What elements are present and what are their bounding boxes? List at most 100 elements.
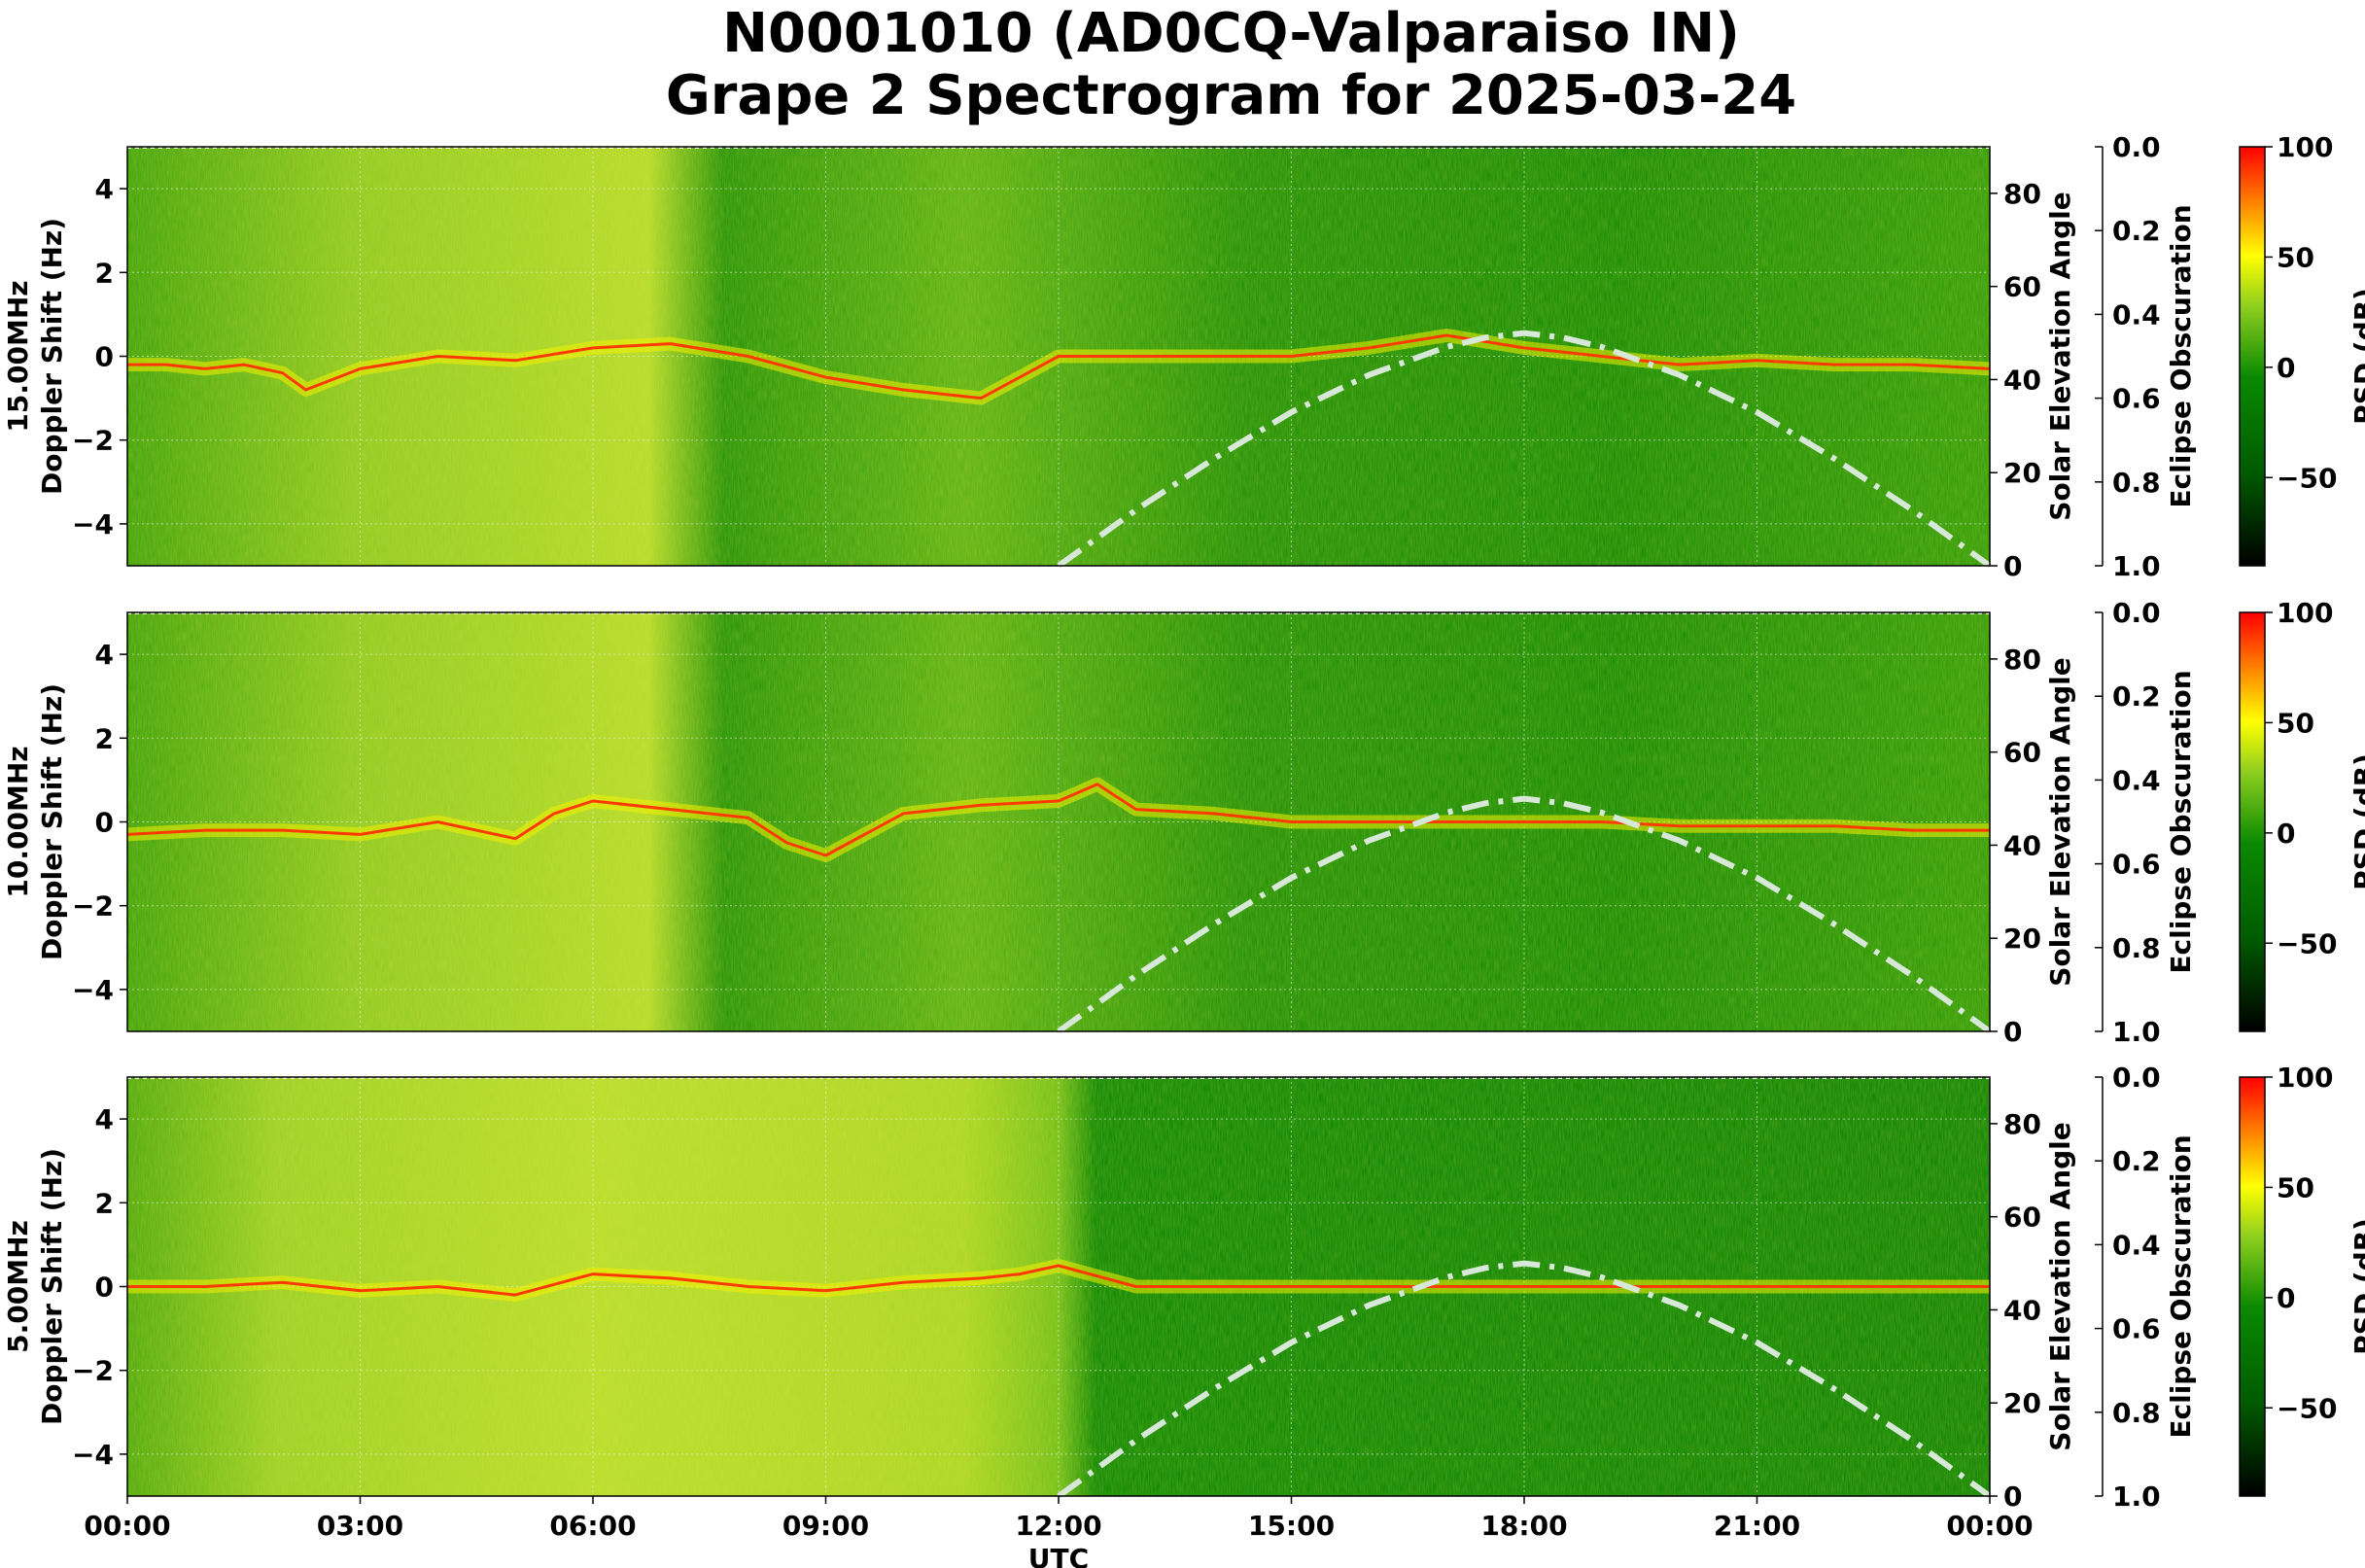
y-axis-label-doppler: Doppler Shift (Hz) (36, 1148, 68, 1425)
eclipse-tick-label: 1.0 (2112, 550, 2161, 582)
eclipse-tick-label: 0.4 (2112, 1229, 2161, 1261)
solar-tick-label: 0 (2003, 550, 2022, 582)
eclipse-axis-label: Eclipse Obscuration (2165, 204, 2197, 507)
solar-tick-label: 80 (2003, 178, 2041, 210)
chart-title-line-2: Grape 2 Spectrogram for 2025-03-24 (665, 64, 1797, 127)
y-axis-label-doppler: Doppler Shift (Hz) (36, 683, 68, 960)
x-tick-label: 03:00 (317, 1510, 403, 1542)
solar-tick-label: 40 (2003, 829, 2041, 861)
eclipse-tick-label: 0.6 (2112, 383, 2161, 415)
carrier-trace (126, 783, 1990, 857)
solar-tick-label: 20 (2003, 1387, 2041, 1419)
solar-tick-label: 20 (2003, 923, 2041, 955)
colorbar-tick-label: 50 (2277, 1171, 2314, 1203)
colorbar-tick-label: 50 (2277, 707, 2314, 739)
colorbar-tick-label: −50 (2277, 1392, 2337, 1424)
x-tick-label: 09:00 (783, 1510, 869, 1542)
colorbar-label: PSD (dB) (2348, 753, 2365, 890)
eclipse-tick-label: 0.0 (2112, 597, 2161, 629)
colorbar-tick-label: 100 (2277, 131, 2333, 163)
x-tick-label: 15:00 (1248, 1510, 1335, 1542)
solar-tick-label: 80 (2003, 1108, 2041, 1140)
chart-title-line-1: N0001010 (AD0CQ-Valparaiso IN) (722, 2, 1740, 65)
eclipse-tick-label: 0.8 (2112, 467, 2161, 499)
y-tick-label: 0 (95, 807, 114, 839)
solar-tick-label: 0 (2003, 1016, 2022, 1048)
eclipse-tick-label: 0.4 (2112, 764, 2161, 796)
eclipse-tick-label: 0.6 (2112, 849, 2161, 881)
solar-tick-label: 40 (2003, 1294, 2041, 1326)
carrier-trace (127, 333, 1991, 401)
colorbar-tick-label: −50 (2277, 927, 2337, 959)
solar-tick-label: 80 (2003, 644, 2041, 676)
y-tick-label: 0 (95, 1272, 114, 1304)
eclipse-tick-label: 0.0 (2112, 131, 2161, 163)
y-tick-label: −4 (72, 1439, 114, 1471)
y-tick-label: 4 (95, 1103, 114, 1135)
eclipse-tick-label: 0.8 (2112, 932, 2161, 964)
x-tick-label: 00:00 (1946, 1510, 2033, 1542)
solar-tick-label: 20 (2003, 457, 2041, 489)
solar-elevation-axis-label: Solar Elevation Angle (2044, 1122, 2076, 1450)
solar-elevation-curve (1057, 1260, 1992, 1499)
y-axis-label-frequency: 15.00MHz (2, 280, 34, 432)
x-tick-label: 21:00 (1714, 1510, 1800, 1542)
y-tick-label: −4 (72, 508, 114, 540)
x-tick-label: 12:00 (1015, 1510, 1101, 1542)
eclipse-axis-label: Eclipse Obscuration (2165, 670, 2197, 973)
x-axis-label: UTC (1028, 1543, 1089, 1568)
colorbar (2239, 1076, 2266, 1497)
y-tick-label: 4 (95, 173, 114, 205)
solar-tick-label: 60 (2003, 737, 2041, 769)
colorbar (2239, 146, 2266, 567)
eclipse-tick-label: 0.2 (2112, 680, 2161, 713)
panel-1: 420−2−415.00MHz Doppler Shift (Hz)8060402… (2, 131, 2365, 582)
eclipse-tick-label: 0.8 (2112, 1397, 2161, 1429)
solar-tick-label: 40 (2003, 364, 2041, 396)
eclipse-tick-label: 0.2 (2112, 215, 2161, 247)
y-tick-label: 2 (95, 257, 114, 289)
x-axis: 00:00 03:00 06:00 09:00 12:00 15:00 18:00 21:00… (84, 1496, 2034, 1568)
x-tick-label: 18:00 (1480, 1510, 1567, 1542)
x-tick-label: 00:00 (84, 1510, 170, 1542)
eclipse-tick-label: 0.6 (2112, 1313, 2161, 1345)
y-tick-label: 2 (95, 722, 114, 754)
x-tick-label: 06:00 (549, 1510, 636, 1542)
colorbar-label: PSD (dB) (2348, 1218, 2365, 1355)
y-axis-label-doppler: Doppler Shift (Hz) (36, 218, 68, 495)
panel-3: 420−2−45.00MHz Doppler Shift (Hz)80604020… (2, 1062, 2365, 1513)
y-tick-label: −2 (72, 425, 114, 457)
colorbar-label: PSD (dB) (2348, 288, 2365, 425)
panel-2: 420−2−410.00MHz Doppler Shift (Hz)8060402… (2, 597, 2365, 1048)
solar-tick-label: 60 (2003, 1202, 2041, 1234)
colorbar-tick-label: 100 (2277, 597, 2333, 629)
colorbar-tick-label: 0 (2277, 818, 2295, 850)
y-axis-label-frequency: 10.00MHz (2, 746, 34, 897)
eclipse-tick-label: 0.4 (2112, 298, 2161, 331)
solar-elevation-curve (1057, 795, 1992, 1034)
solar-tick-label: 60 (2003, 271, 2041, 303)
eclipse-axis-label: Eclipse Obscuration (2165, 1134, 2197, 1438)
solar-tick-label: 0 (2003, 1481, 2022, 1513)
solar-elevation-axis-label: Solar Elevation Angle (2044, 657, 2076, 986)
carrier-trace (127, 1264, 1990, 1297)
y-tick-label: 4 (95, 639, 114, 671)
y-tick-label: 2 (95, 1187, 114, 1219)
colorbar-tick-label: 0 (2277, 1282, 2295, 1314)
eclipse-tick-label: 1.0 (2112, 1016, 2161, 1048)
solar-elevation-axis-label: Solar Elevation Angle (2044, 192, 2076, 520)
colorbar-tick-label: 0 (2277, 352, 2295, 384)
y-tick-label: −4 (72, 974, 114, 1006)
y-tick-label: −2 (72, 890, 114, 923)
eclipse-tick-label: 0.0 (2112, 1062, 2161, 1094)
eclipse-tick-label: 1.0 (2112, 1481, 2161, 1513)
colorbar-tick-label: −50 (2277, 462, 2337, 494)
y-tick-label: 0 (95, 341, 114, 373)
solar-elevation-curve (1057, 330, 1992, 569)
colorbar-tick-label: 50 (2277, 241, 2314, 273)
y-tick-label: −2 (72, 1355, 114, 1387)
y-axis-label-frequency: 5.00MHz (2, 1220, 34, 1353)
colorbar-tick-label: 100 (2277, 1062, 2333, 1094)
eclipse-tick-label: 0.2 (2112, 1145, 2161, 1177)
